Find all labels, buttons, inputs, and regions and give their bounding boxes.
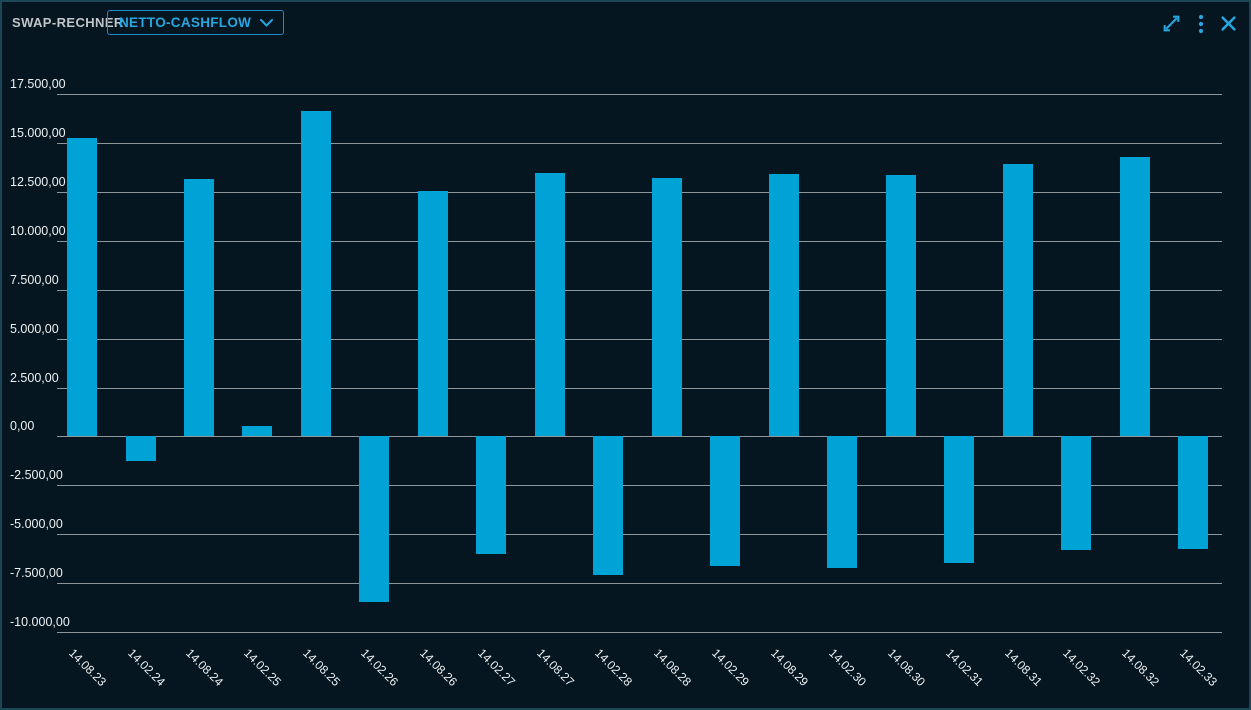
y-axis-tick-label: -7.500,00	[10, 566, 63, 581]
close-icon	[1220, 15, 1237, 35]
y-gridline	[57, 534, 1222, 536]
bar-14.02.28[interactable]	[593, 436, 624, 576]
chevron-down-icon	[260, 18, 274, 27]
x-axis-tick-label: 14.08.24	[182, 646, 226, 689]
bar-14.08.28[interactable]	[651, 178, 682, 437]
y-axis-tick-label: 17.500,00	[10, 77, 66, 91]
menu-button[interactable]	[1196, 12, 1206, 39]
x-axis-tick-label: 14.08.29	[767, 646, 811, 689]
x-axis-tick-label: 14.02.33	[1176, 646, 1220, 689]
bar-14.02.27[interactable]	[476, 436, 507, 554]
x-axis-tick-label: 14.08.28	[650, 646, 694, 689]
y-axis-tick-label: 0,00	[10, 419, 35, 434]
x-axis-tick-label: 14.02.24	[124, 646, 168, 689]
y-gridline	[57, 191, 1222, 193]
bar-14.08.27[interactable]	[534, 173, 565, 437]
y-gridline	[57, 436, 1222, 438]
y-axis-tick-label: -2.500,00	[10, 468, 63, 483]
x-axis-tick-label: 14.02.30	[826, 646, 870, 689]
bar-14.08.29[interactable]	[768, 174, 799, 437]
x-axis-tick-label: 14.02.28	[592, 646, 636, 689]
bar-14.02.24[interactable]	[125, 436, 156, 461]
cashflow-type-dropdown[interactable]: NETTO-CASHFLOW	[107, 10, 285, 35]
bar-14.02.32[interactable]	[1061, 436, 1091, 550]
y-gridline	[57, 94, 1222, 95]
bar-14.08.32[interactable]	[1119, 156, 1150, 437]
x-axis-tick-label: 14.08.27	[533, 646, 577, 689]
y-axis-tick-label: 7.500,00	[10, 272, 59, 287]
y-axis-tick-label: -5.000,00	[10, 517, 63, 532]
kebab-menu-icon	[1198, 14, 1204, 37]
y-axis-tick-label: 10.000,00	[10, 223, 66, 238]
y-gridline	[57, 289, 1222, 291]
x-axis-tick-label: 14.02.25	[241, 646, 285, 689]
panel-actions	[1159, 11, 1239, 39]
y-axis-tick-label: 15.000,00	[10, 125, 66, 140]
y-axis-tick-label: 2.500,00	[10, 370, 59, 385]
y-axis-tick-label: 12.500,00	[10, 174, 66, 189]
expand-icon	[1161, 13, 1182, 37]
x-axis-tick-label: 14.08.26	[416, 646, 460, 689]
x-axis-tick-label: 14.08.30	[884, 646, 928, 689]
panel-title: SWAP-RECHNER	[12, 15, 124, 30]
bar-14.08.31[interactable]	[1002, 163, 1033, 437]
x-axis-tick-label: 14.02.29	[709, 646, 753, 689]
y-gridline	[57, 338, 1222, 340]
panel-header: SWAP-RECHNER NETTO-CASHFLOW	[2, 2, 1249, 42]
bar-14.02.30[interactable]	[827, 436, 858, 569]
y-gridline	[57, 485, 1222, 487]
x-axis-tick-label: 14.08.32	[1118, 646, 1162, 689]
x-axis-tick-label: 14.02.31	[943, 646, 987, 689]
bar-14.08.24[interactable]	[183, 179, 214, 437]
x-axis-tick-label: 14.02.26	[358, 646, 402, 689]
dropdown-selected-value: NETTO-CASHFLOW	[119, 15, 252, 30]
bar-14.02.26[interactable]	[359, 436, 390, 602]
bar-14.08.26[interactable]	[417, 190, 448, 437]
y-gridline	[57, 142, 1222, 144]
bar-14.08.23[interactable]	[67, 138, 97, 437]
y-axis-tick-label: 5.000,00	[10, 321, 59, 336]
bar-14.08.30[interactable]	[885, 175, 916, 437]
bar-14.02.33[interactable]	[1177, 436, 1208, 549]
x-axis-tick-label: 14.08.31	[1001, 646, 1045, 689]
bar-14.02.25[interactable]	[242, 425, 273, 437]
x-axis-tick-label: 14.02.27	[475, 646, 519, 689]
y-gridline	[57, 387, 1222, 389]
x-axis-tick-label: 14.08.25	[299, 646, 343, 689]
close-button[interactable]	[1218, 13, 1239, 37]
y-gridline	[57, 583, 1222, 585]
y-gridline	[57, 240, 1222, 242]
bar-14.08.25[interactable]	[300, 110, 331, 437]
bar-14.02.31[interactable]	[944, 436, 974, 563]
x-axis-tick-label: 14.08.23	[66, 646, 110, 689]
x-axis-tick-label: 14.02.32	[1060, 646, 1104, 689]
y-axis-tick-label: -10.000,00	[10, 615, 70, 629]
y-gridline	[57, 632, 1222, 633]
expand-button[interactable]	[1159, 11, 1184, 39]
bar-14.02.29[interactable]	[710, 436, 741, 567]
